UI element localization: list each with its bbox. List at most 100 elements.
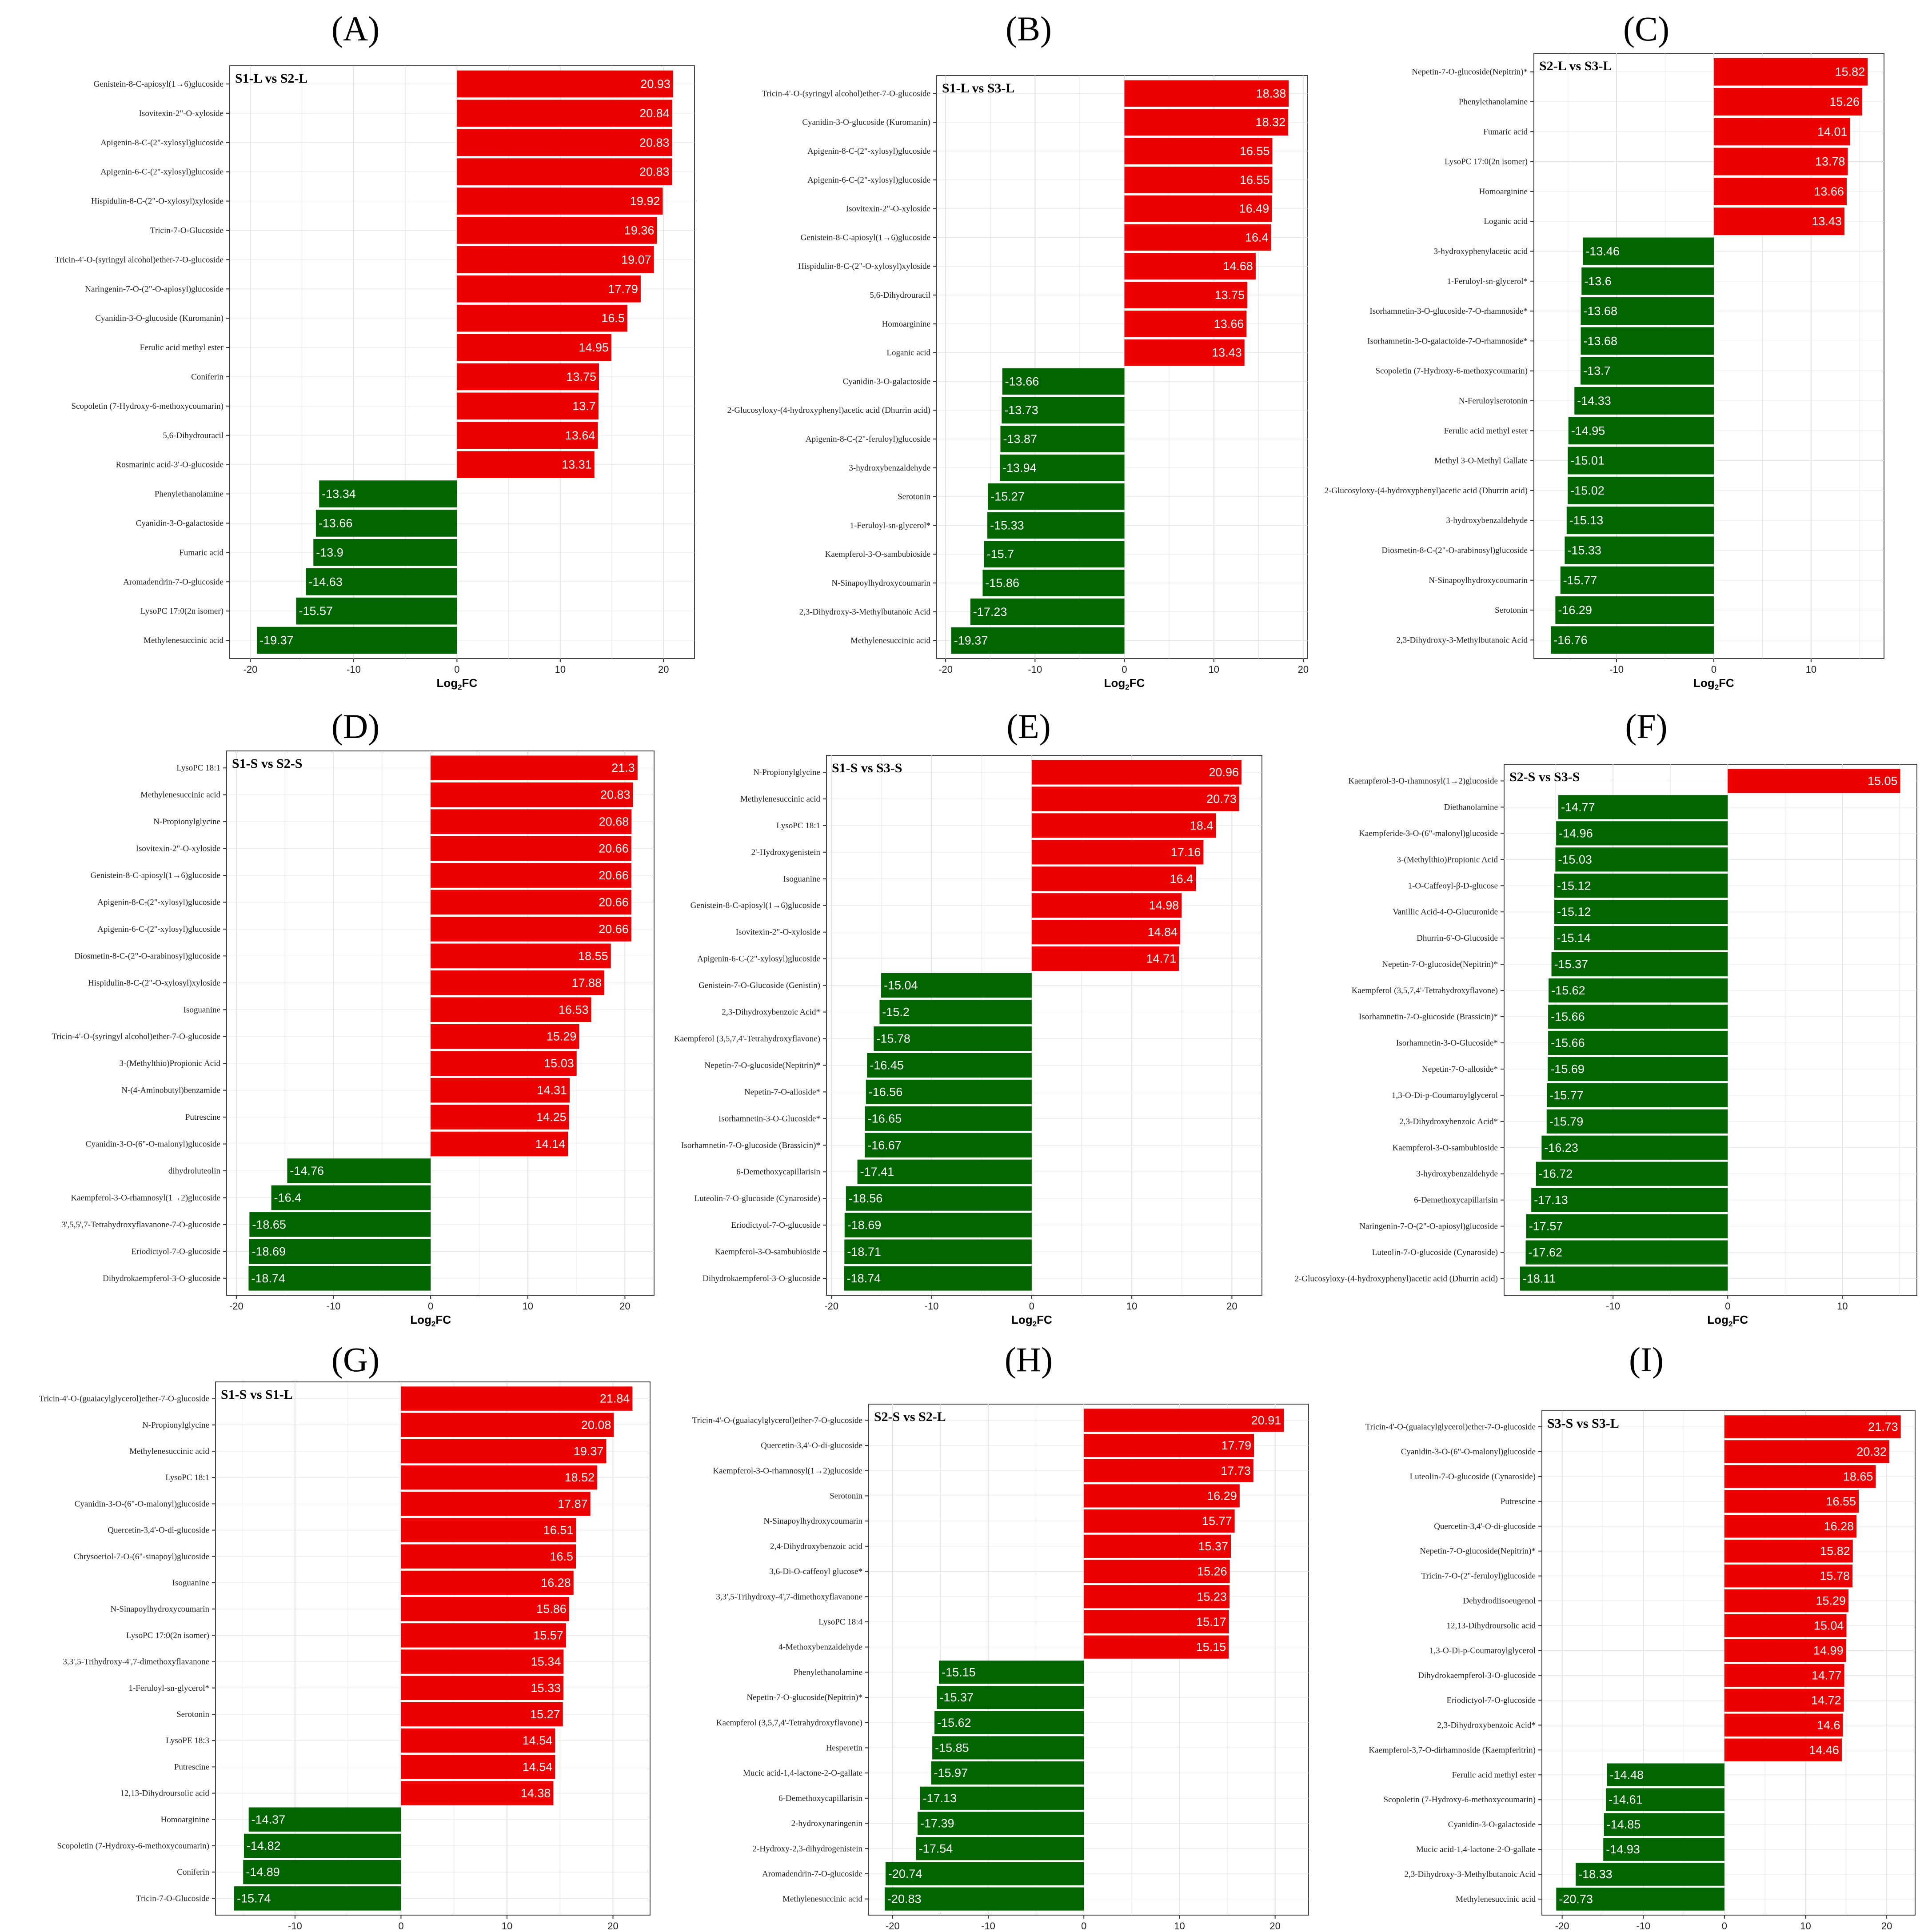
category-label: Hesperetin [826,1743,863,1752]
bar-up [1084,1534,1231,1558]
bar-value-label: -15.15 [942,1665,976,1679]
bar-value-label: 14.68 [1223,259,1253,273]
category-label: Tricin-7-O-Glucoside [150,226,224,235]
bar-value-label: 13.78 [1815,155,1845,168]
category-label: Loganic acid [1484,217,1528,226]
x-tick-label: 0 [1081,1920,1086,1932]
bar-down [243,1833,401,1858]
category-label: 2,3-Dihydroxy-3-Methylbutanoic Acid [1404,1870,1536,1879]
bar-down [865,1133,1032,1158]
bar-up [431,755,638,781]
x-tick-label: 0 [428,1301,433,1312]
category-label: 1-O-Caffeoyl-β-D-glucose [1408,881,1498,890]
bar-value-label: 15.29 [1816,1594,1846,1608]
category-label: 2'-Hydroxygenistein [751,848,821,857]
category-label: Kaempferol (3,5,7,4'-Tetrahydroxyflavone… [674,1034,820,1043]
category-label: Isoguanine [783,874,820,884]
category-label: Putrescine [1501,1497,1536,1506]
category-label: 6-Demethoxycapillarisin [736,1167,820,1177]
bar-value-label: 17.79 [608,282,638,295]
category-label: Cyanidin-3-O-galactoside [1448,1820,1536,1829]
x-tick-label: 20 [1226,1301,1237,1312]
bar-down [1520,1266,1728,1291]
bar-up [1713,58,1868,86]
x-tick-label: 10 [1800,1920,1811,1932]
bar-down [1604,1813,1724,1836]
chart-panel-f: (F) 15.05 Kaempferol-3-O-rhamnosyl(1→2)glu… [1295,707,1917,1328]
bar-up [401,1676,564,1700]
bar-down [1555,596,1714,624]
bar-value-label: -13.46 [1585,244,1620,258]
category-label: 2-Glucosyloxy-(4-hydroxyphenyl)acetic ac… [1325,486,1528,495]
bar-down [988,483,1125,510]
bar-value-label: -15.2 [882,1006,910,1019]
category-label: Luteolin-7-O-glucoside (Cynaroside) [1410,1472,1536,1481]
bar-up [457,304,627,332]
bar-up [457,334,611,361]
bar-up [431,836,631,861]
category-label: N-Propionylglycine [153,817,220,826]
bar-value-label: 15.27 [530,1708,560,1721]
bar-down [1554,900,1728,924]
bar-up [1084,1409,1284,1432]
category-label: 2-hydroxynaringenin [791,1819,863,1828]
category-label: Phenylethanolamine [1459,97,1528,107]
bar-up [1124,166,1273,193]
bar-value-label: -16.23 [1544,1141,1578,1154]
bar-up [1124,253,1256,280]
panel-title: S2-S vs S2-L [874,1409,946,1424]
bar-up [1724,1614,1847,1637]
bar-value-label: 16.53 [559,1003,589,1016]
bar-value-label: -15.85 [935,1741,969,1754]
category-label: Fumaric acid [179,548,224,557]
bar-down [234,1886,401,1911]
x-tick-label: 10 [1174,1920,1185,1932]
bar-value-label: -18.65 [252,1218,286,1231]
category-label: Kaempferol-3,7-O-dirhamnoside (Kaempferi… [1369,1745,1536,1755]
bar-value-label: 13.75 [1215,288,1245,302]
category-label: Isorhamnetin-7-O-glucoside (Brassicin)* [681,1141,820,1150]
bar-value-label: -14.63 [308,575,343,588]
bar-value-label: 20.66 [599,869,629,882]
bar-value-label: 18.65 [1843,1470,1873,1483]
bar-value-label: 15.82 [1820,1545,1850,1558]
category-label: Tricin-4'-O-(guaiacylglycerol)ether-7-O-… [1365,1422,1536,1432]
bar-down [1566,507,1714,535]
bar-value-label: 19.92 [630,195,660,208]
bar-value-label: 19.37 [574,1445,604,1458]
bar-value-label: 16.29 [1207,1489,1237,1502]
category-label: Luteolin-7-O-glucoside (Cynaroside) [1372,1248,1498,1257]
bar-value-label: -13.68 [1584,334,1618,347]
bar-value-label: 20.32 [1856,1445,1887,1458]
bar-down [1576,1863,1724,1886]
category-label: Cyanidin-3-O-(6"-O-malonyl)glucoside [86,1140,220,1149]
category-label: Methyl 3-O-Methyl Gallate [1434,456,1528,466]
category-label: 3,6-Di-O-caffeoyl glucose* [769,1567,862,1577]
bar-up [457,422,598,449]
bar-value-label: -17.57 [1529,1220,1563,1233]
bar-value-label: 15.82 [1835,65,1865,79]
bar-value-label: 18.32 [1256,116,1286,129]
bar-up [401,1439,607,1464]
bar-value-label: -15.78 [876,1032,910,1045]
bar-value-label: 15.05 [1868,774,1898,787]
bar-value-label: 16.4 [1170,872,1194,886]
category-label: 1,3-O-Di-p-Coumaroylglycerol [1429,1646,1536,1656]
category-label: Cyanidin-3-O-galactoside [136,519,224,528]
bar-up [431,782,633,807]
bar-up [431,1131,568,1157]
category-label: Nepetin-7-O-alloside* [744,1087,820,1097]
bar-up [1031,866,1196,891]
panel-letter: (I) [1629,1340,1664,1379]
bar-value-label: -18.11 [1523,1272,1556,1285]
bar-down [970,598,1125,625]
bar-down [1526,1214,1728,1238]
category-label: Apigenin-6-C-(2"-xylosyl)glucoside [100,168,224,177]
panel-title: S1-S vs S3-S [832,761,902,775]
bar-down [1546,1109,1728,1134]
category-label: Phenylethanolamine [794,1668,862,1677]
bar-value-label: -13.68 [1584,304,1618,318]
bar-value-label: 17.87 [558,1497,588,1510]
x-tick-label: -20 [938,664,953,675]
bar-down [1555,847,1728,872]
